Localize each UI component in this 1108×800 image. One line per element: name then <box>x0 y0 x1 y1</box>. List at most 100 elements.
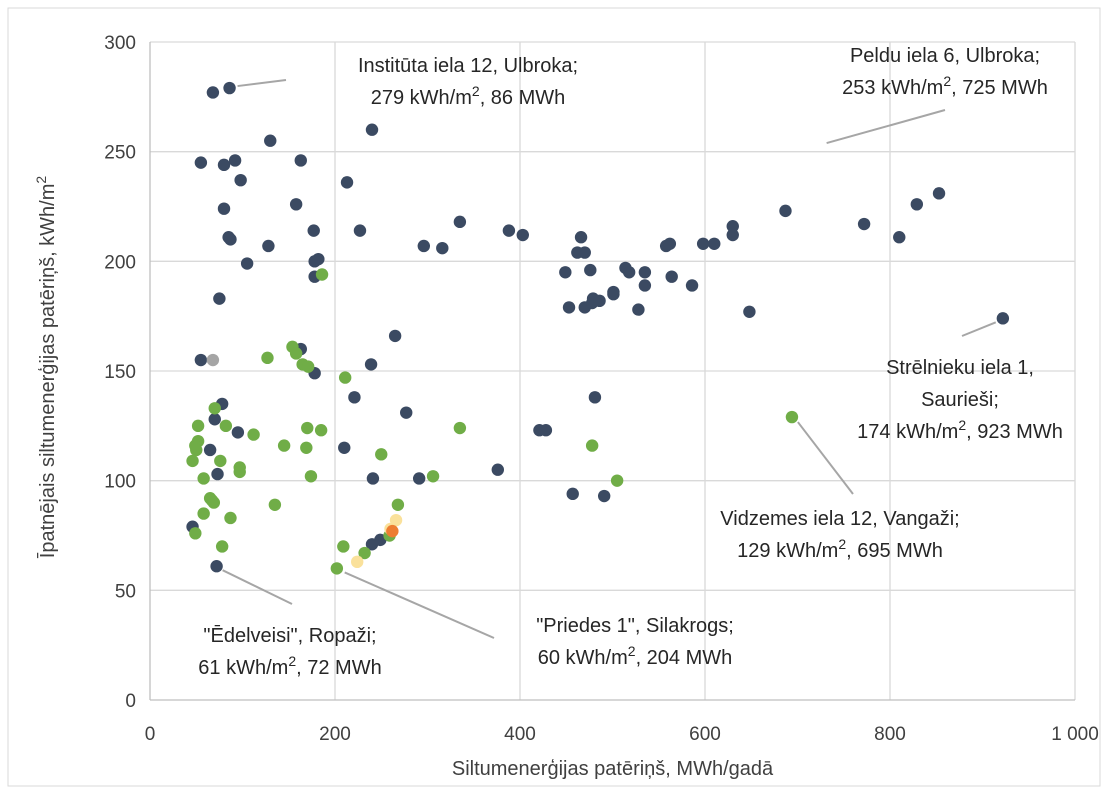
data-point <box>665 270 678 283</box>
data-point <box>412 472 426 485</box>
data-point <box>348 391 361 404</box>
data-point <box>294 154 307 167</box>
data-point <box>491 463 504 476</box>
gridlines <box>150 41 1076 700</box>
data-point <box>206 353 220 367</box>
annotations: Institūta iela 12, Ulbroka; 279 kWh/m2, 8… <box>198 45 1063 679</box>
data-point <box>210 560 223 573</box>
data-point <box>453 215 467 229</box>
data-point <box>743 305 756 318</box>
x-tick-label: 0 <box>145 724 156 745</box>
data-point <box>240 257 254 270</box>
data-point <box>358 546 371 560</box>
data-point <box>578 246 591 259</box>
data-point <box>365 123 379 136</box>
y-tick-label: 150 <box>104 362 136 383</box>
data-point <box>696 237 710 250</box>
axes: 0 50 100 150 200 250 300 0 200 400 600 800 1 000 <box>104 33 1098 745</box>
annotation-leader-line <box>222 569 293 605</box>
data-point <box>289 198 303 211</box>
data-points <box>186 81 1010 575</box>
data-point <box>217 202 231 215</box>
data-point <box>300 441 313 454</box>
data-point <box>207 496 221 509</box>
data-point <box>222 231 235 244</box>
data-point <box>607 288 620 301</box>
data-point <box>366 472 380 485</box>
data-point <box>194 353 208 367</box>
data-point <box>234 173 247 187</box>
data-point <box>391 498 405 511</box>
annotation-label: 129 kWh/m2, 695 MWh <box>737 536 943 562</box>
x-tick-label: 800 <box>874 724 906 745</box>
data-point <box>228 154 242 167</box>
x-tick-label: 600 <box>689 724 721 745</box>
data-point <box>191 419 205 433</box>
data-point <box>364 358 378 371</box>
annotation-leaders <box>222 79 997 639</box>
annotation-label: "Ēdelveisi", Ropaži; <box>203 624 376 647</box>
data-point <box>893 231 906 244</box>
data-point <box>224 511 237 525</box>
data-point <box>208 413 221 426</box>
data-point <box>610 474 624 487</box>
annotation-leader-line <box>826 109 946 145</box>
y-tick-label: 50 <box>115 581 136 602</box>
annotation-label: 279 kWh/m2, 86 MWh <box>371 83 566 109</box>
data-point <box>708 237 721 250</box>
data-point <box>340 176 354 189</box>
data-point <box>223 81 236 95</box>
data-point <box>289 347 303 360</box>
data-point <box>215 540 229 553</box>
data-point <box>301 421 314 435</box>
x-tick-label: 400 <box>504 724 536 745</box>
data-point <box>314 424 328 437</box>
data-point <box>211 467 224 481</box>
annotation-label: Institūta iela 12, Ulbroka; <box>358 55 578 77</box>
data-point <box>186 454 199 468</box>
data-point <box>516 228 529 242</box>
data-point <box>996 312 1010 325</box>
data-point <box>857 217 871 231</box>
data-point <box>304 470 318 483</box>
data-point <box>566 487 579 501</box>
data-point <box>338 441 351 454</box>
annotation-leader-line <box>797 421 854 495</box>
annotation-label: Strēlnieku iela 1, <box>886 357 1034 379</box>
data-point <box>208 402 221 415</box>
data-point <box>247 428 260 441</box>
data-point <box>726 228 739 242</box>
data-point <box>426 470 440 483</box>
data-point <box>233 465 246 479</box>
annotation-leader-line <box>961 321 997 337</box>
data-point <box>585 439 599 452</box>
data-point <box>374 533 387 547</box>
data-point <box>214 454 227 468</box>
data-point <box>351 555 364 569</box>
data-point <box>588 391 602 404</box>
data-point <box>213 292 226 305</box>
y-tick-label: 0 <box>125 691 136 712</box>
data-point <box>593 294 606 308</box>
data-point <box>726 220 739 233</box>
annotation-label: Vidzemes iela 12, Vangaži; <box>720 508 959 530</box>
data-point <box>261 351 274 365</box>
data-point <box>574 231 588 244</box>
data-point <box>338 371 352 384</box>
data-point <box>417 239 430 253</box>
data-point <box>262 239 275 253</box>
x-tick-label: 1 000 <box>1051 724 1099 745</box>
data-point <box>400 406 413 419</box>
x-axis-title: Siltumenerģijas patēriņš, MWh/gadā <box>452 758 774 780</box>
y-tick-label: 100 <box>104 472 136 493</box>
data-point <box>268 498 282 511</box>
data-point <box>622 266 636 279</box>
data-point <box>337 540 350 553</box>
y-tick-label: 250 <box>104 143 136 164</box>
annotation-label: 253 kWh/m2, 725 MWh <box>842 73 1048 99</box>
data-point <box>910 198 924 211</box>
y-tick-label: 200 <box>104 252 136 273</box>
y-tick-label: 300 <box>104 33 136 54</box>
